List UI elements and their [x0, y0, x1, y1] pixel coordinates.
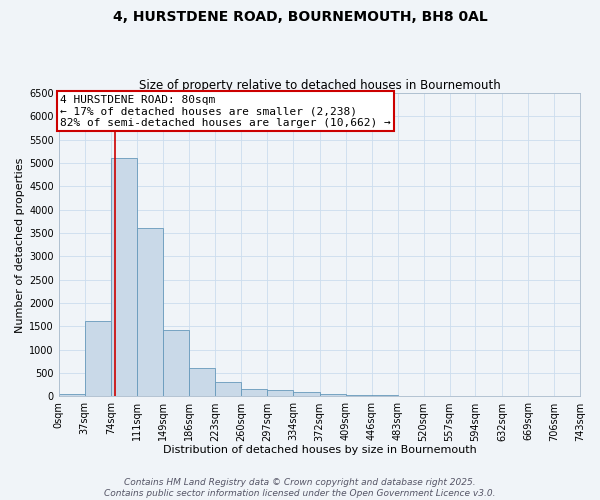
Bar	[85, 321, 110, 396]
Bar	[59, 394, 85, 396]
Bar	[320, 394, 346, 396]
Bar	[371, 395, 398, 396]
Bar	[241, 390, 267, 396]
Text: Contains HM Land Registry data © Crown copyright and database right 2025.
Contai: Contains HM Land Registry data © Crown c…	[104, 478, 496, 498]
Bar	[215, 382, 241, 396]
Y-axis label: Number of detached properties: Number of detached properties	[15, 157, 25, 332]
X-axis label: Distribution of detached houses by size in Bournemouth: Distribution of detached houses by size …	[163, 445, 476, 455]
Bar	[110, 158, 137, 396]
Bar	[346, 395, 371, 396]
Bar	[189, 368, 215, 396]
Bar	[267, 390, 293, 396]
Bar	[137, 228, 163, 396]
Title: Size of property relative to detached houses in Bournemouth: Size of property relative to detached ho…	[139, 79, 500, 92]
Text: 4 HURSTDENE ROAD: 80sqm
← 17% of detached houses are smaller (2,238)
82% of semi: 4 HURSTDENE ROAD: 80sqm ← 17% of detache…	[60, 94, 391, 128]
Text: 4, HURSTDENE ROAD, BOURNEMOUTH, BH8 0AL: 4, HURSTDENE ROAD, BOURNEMOUTH, BH8 0AL	[113, 10, 487, 24]
Bar	[163, 330, 189, 396]
Bar	[293, 392, 320, 396]
